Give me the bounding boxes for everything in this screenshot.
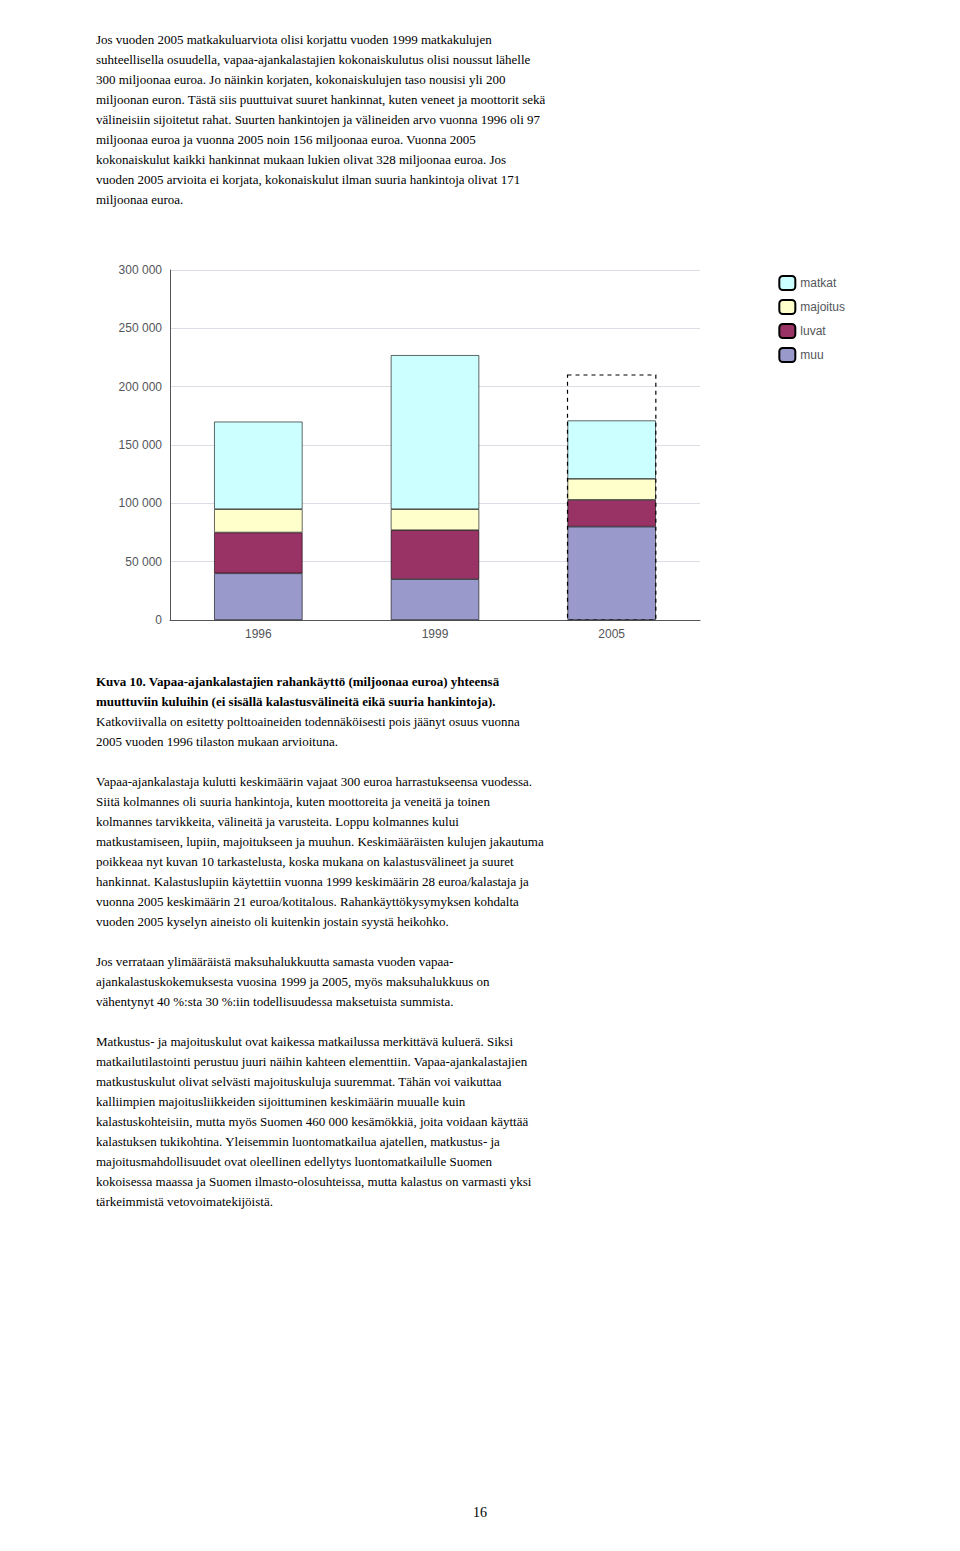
- html-text:matkustuskulut olivat selvästi: matkustuskulut olivat selvästi majoitusk…: [96, 1074, 502, 1089]
- html-text:vuonna 2005 keskimäärin 21 eur: vuonna 2005 keskimäärin 21 euroa/kotital…: [96, 894, 519, 909]
- html-text:kokoisessa maassa ja Suomen il: kokoisessa maassa ja Suomen ilmasto-olos…: [96, 1174, 532, 1189]
- html-text:kalliimpien majoitusliikkeiden: kalliimpien majoitusliikkeiden sijoittum…: [96, 1094, 466, 1109]
- html-text:300 miljoonaa euroa. Jo näinki: 300 miljoonaa euroa. Jo näinkin korjaten…: [96, 72, 506, 87]
- html-text:poikkeaa nyt kuvan 10 tarkaste: poikkeaa nyt kuvan 10 tarkastelusta, kos…: [96, 854, 514, 869]
- html-text:Jos vuoden 2005 matkakuluarvio: Jos vuoden 2005 matkakuluarviota olisi k…: [96, 32, 492, 47]
- html-text:16: 16: [473, 1505, 487, 1520]
- html-text:vuoden 2005 arvioita ei korjat: vuoden 2005 arvioita ei korjata, kokonai…: [96, 172, 521, 187]
- html-text:vuoden 2005 kyselyn aineisto o: vuoden 2005 kyselyn aineisto oli kuitenk…: [96, 914, 449, 929]
- svg-text:muu: muu: [800, 348, 823, 362]
- svg-text:50 000: 50 000: [125, 555, 162, 569]
- html-text:kalastuskohteisiin, mutta myös: kalastuskohteisiin, mutta myös Suomen 46…: [96, 1114, 529, 1129]
- svg-text:2005: 2005: [598, 627, 625, 641]
- html-text:miljoonaa euroa.: miljoonaa euroa.: [96, 192, 184, 207]
- svg-text:100 000: 100 000: [119, 496, 163, 510]
- html-text:matkailutilastointi perustuu j: matkailutilastointi perustuu juuri näihi…: [96, 1054, 528, 1069]
- html-text:kolmannes tarvikkeita, välinei: kolmannes tarvikkeita, välineitä ja varu…: [96, 814, 459, 829]
- html-text:kalastuksen tukikohtina. Yleis: kalastuksen tukikohtina. Yleisemmin luon…: [96, 1134, 500, 1149]
- html-text:muuttuviin kuluihin (ei sisäll: muuttuviin kuluihin (ei sisällä kalastus…: [96, 694, 496, 709]
- svg-text:250 000: 250 000: [119, 321, 163, 335]
- html-text:miljoonaa euroa ja vuonna 2005: miljoonaa euroa ja vuonna 2005 noin 156 …: [96, 132, 476, 147]
- svg-text:1996: 1996: [245, 627, 272, 641]
- html-text:2005 vuoden 1996 tilaston muka: 2005 vuoden 1996 tilaston mukaan arvioit…: [96, 734, 338, 749]
- html-text:hankinnat. Kalastuslupiin käyt: hankinnat. Kalastuslupiin käytettiin vuo…: [96, 874, 529, 889]
- html-text:Kuva 10. Vapaa-ajankalastajien: Kuva 10. Vapaa-ajankalastajien rahankäyt…: [96, 674, 500, 689]
- svg-text:luvat: luvat: [800, 324, 826, 338]
- html-text:tärkeimmistä vetovoimatekijöis: tärkeimmistä vetovoimatekijöistä.: [96, 1194, 273, 1209]
- svg-text:200 000: 200 000: [119, 380, 163, 394]
- svg-text:0: 0: [155, 613, 162, 627]
- html-text:suhteellisella osuudella, vapa: suhteellisella osuudella, vapaa-ajankala…: [96, 52, 531, 67]
- svg-text:1999: 1999: [422, 627, 449, 641]
- svg-text:300 000: 300 000: [119, 263, 163, 277]
- html-text:kokonaiskulut kaikki hankinnat: kokonaiskulut kaikki hankinnat mukaan lu…: [96, 152, 507, 167]
- html-text:vähentynyt 40 %:sta 30 %:iin t: vähentynyt 40 %:sta 30 %:iin todellisuud…: [96, 994, 454, 1009]
- svg-text:majoitus: majoitus: [800, 300, 845, 314]
- html-text:ajankalastuskokemuksesta vuosi: ajankalastuskokemuksesta vuosina 1999 ja…: [96, 974, 490, 989]
- html-text:majoitusmahdollisuudet ovat ol: majoitusmahdollisuudet ovat oleellinen e…: [96, 1154, 493, 1169]
- html-text:miljoonan euron. Tästä siis pu: miljoonan euron. Tästä siis puuttuivat s…: [96, 92, 546, 107]
- html-text:Katkoviivalla on esitetty polt: Katkoviivalla on esitetty polttoaineiden…: [96, 714, 520, 729]
- html-text:välineisiin sijoitetut rahat.: välineisiin sijoitetut rahat. Suurten ha…: [96, 112, 541, 127]
- html-text:matkustamiseen, lupiin, majoit: matkustamiseen, lupiin, majoitukseen ja …: [96, 834, 544, 849]
- html-text:Siitä kolmannes oli suuria han: Siitä kolmannes oli suuria hankintoja, k…: [96, 794, 490, 809]
- svg-text:matkat: matkat: [800, 276, 837, 290]
- svg-text:150 000: 150 000: [119, 438, 163, 452]
- html-text:Matkustus- ja majoituskulut ov: Matkustus- ja majoituskulut ovat kaikess…: [96, 1034, 513, 1049]
- html-text:Vapaa-ajankalastaja kulutti ke: Vapaa-ajankalastaja kulutti keskimäärin …: [96, 774, 533, 789]
- html-text:Jos verrataan ylimääräistä mak: Jos verrataan ylimääräistä maksuhalukkuu…: [96, 954, 454, 969]
